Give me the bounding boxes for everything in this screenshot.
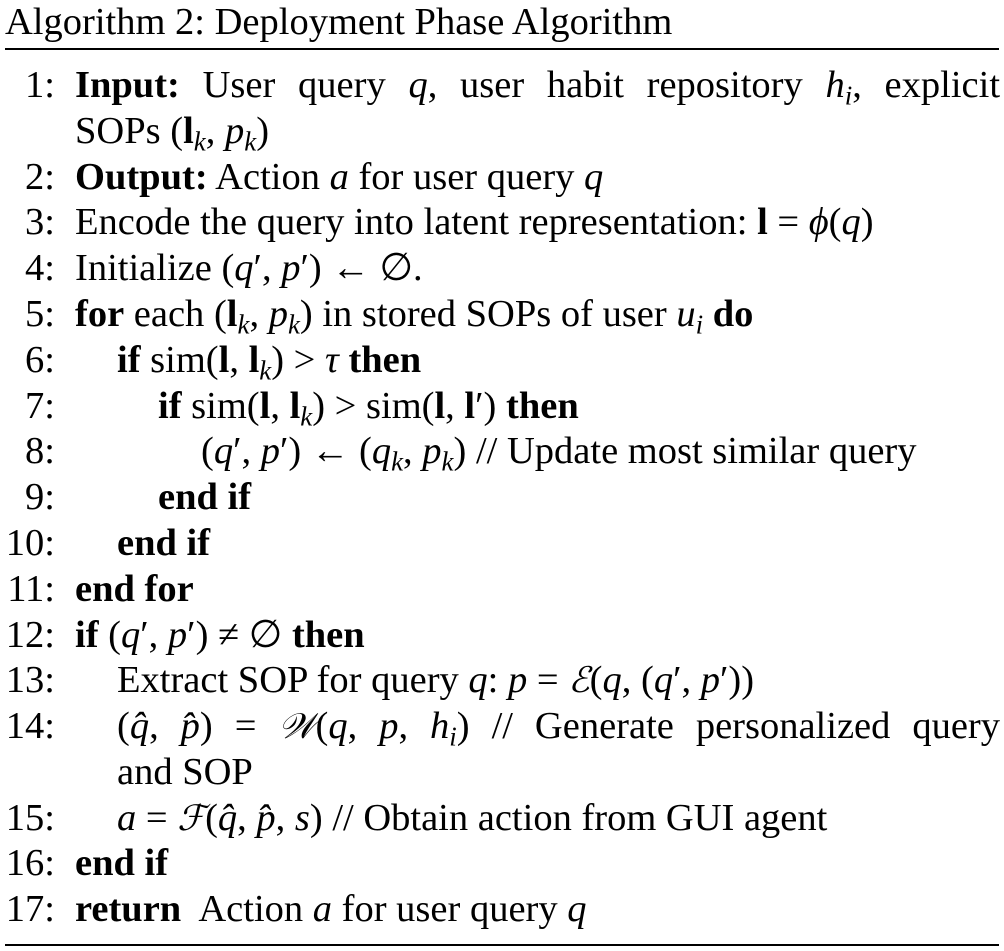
- comment: // Generate personalized query: [491, 705, 1000, 747]
- line-number: 11:: [7, 568, 55, 610]
- line-number: 5:: [25, 293, 55, 335]
- line-number: 14:: [5, 705, 55, 747]
- algorithm-caption: Algorithm 2: Deployment Phase Algorithm: [5, 1, 673, 43]
- algorithm-line-6: 6: if sim(l, lk) > τ then: [0, 337, 1004, 386]
- line-content: Extract SOP for query q: p = ℰ(q, (q′, p…: [117, 659, 755, 701]
- line-content: (q̂, p̂) = 𝒲(q, p, hi) // Generate perso…: [117, 705, 1000, 752]
- line-content: end for: [75, 568, 194, 610]
- line-number: 10:: [5, 522, 55, 564]
- algorithm-line-8: 8: (q′, p′) ← (qk, pk) // Update most si…: [0, 428, 1004, 477]
- line-number: 6:: [25, 339, 55, 381]
- line-number: 1:: [25, 64, 55, 106]
- algorithm-line-13: 13: Extract SOP for query q: p = ℰ(q, (q…: [0, 657, 1004, 703]
- line-content: a = ℱ(q̂, p̂, s) // Obtain action from G…: [117, 797, 828, 839]
- line-number: 9:: [25, 476, 55, 518]
- line-number: 4:: [25, 247, 55, 289]
- line-content: Encode the query into latent representat…: [75, 201, 874, 243]
- algorithm-line-12: 12: if (q′, p′) ≠ ∅ then: [0, 612, 1004, 658]
- line-content: end if: [117, 522, 211, 564]
- line-content: if sim(l, lk) > sim(l, l′) then: [158, 385, 579, 432]
- algorithm-line-15: 15: a = ℱ(q̂, p̂, s) // Obtain action fr…: [0, 795, 1004, 841]
- algorithm-line-5: 5: for each (lk, pk) in stored SOPs of u…: [0, 291, 1004, 340]
- line-content: end if: [75, 842, 169, 884]
- input-keyword: Input:: [75, 64, 180, 106]
- line-content: end if: [158, 476, 252, 518]
- line-content: if sim(l, lk) > τ then: [117, 339, 422, 386]
- algorithm-line-14-cont: and SOP: [0, 749, 1004, 795]
- line-number: 17:: [5, 888, 55, 930]
- line-content: SOPs (lk, pk): [75, 110, 270, 157]
- bottom-rule: [5, 944, 999, 946]
- line-number: 16:: [5, 842, 55, 884]
- line-content: Output: Action a for user query q: [75, 156, 604, 198]
- line-content: Input: User query q, user habit reposito…: [75, 64, 1001, 111]
- output-keyword: Output:: [75, 156, 208, 198]
- line-content: and SOP: [117, 749, 1000, 795]
- algorithm-line-3: 3: Encode the query into latent represen…: [0, 199, 1004, 245]
- algorithm-line-4: 4: Initialize (q′, p′) ← ∅.: [0, 245, 1004, 291]
- algorithm-line-16: 16: end if: [0, 840, 1004, 886]
- algorithm-line-2: 2: Output: Action a for user query q: [0, 154, 1004, 200]
- line-content: (q′, p′) ← (qk, pk) // Update most simil…: [201, 430, 917, 477]
- line-number: 2:: [25, 156, 55, 198]
- algorithm-line-10: 10: end if: [0, 520, 1004, 566]
- line-number: 13:: [5, 659, 55, 701]
- line-number: 7:: [25, 385, 55, 427]
- comment: // Update most similar query: [475, 430, 917, 472]
- line-number: 12:: [5, 614, 55, 656]
- comment: // Obtain action from GUI agent: [332, 797, 828, 839]
- line-number: 3:: [25, 201, 55, 243]
- algorithm-line-11: 11: end for: [0, 566, 1004, 612]
- algorithm-line-7: 7: if sim(l, lk) > sim(l, l′) then: [0, 383, 1004, 432]
- algorithm-line-1: 1: Input: User query q, user habit repos…: [0, 62, 1004, 111]
- line-content: Initialize (q′, p′) ← ∅.: [75, 247, 423, 289]
- comment: and SOP: [117, 751, 253, 793]
- line-content: if (q′, p′) ≠ ∅ then: [75, 614, 365, 656]
- caption-rule: [5, 48, 999, 50]
- algorithm-line-17: 17: return Action a for user query q: [0, 886, 1004, 932]
- algorithm-line-1-cont: SOPs (lk, pk): [0, 108, 1004, 157]
- line-number: 15:: [5, 797, 55, 839]
- line-number: 8:: [25, 430, 55, 472]
- algorithm-line-9: 9: end if: [0, 474, 1004, 520]
- line-content: for each (lk, pk) in stored SOPs of user…: [75, 293, 754, 340]
- algorithm-line-14: 14: (q̂, p̂) = 𝒲(q, p, hi) // Generate p…: [0, 703, 1004, 752]
- line-content: return Action a for user query q: [75, 888, 587, 930]
